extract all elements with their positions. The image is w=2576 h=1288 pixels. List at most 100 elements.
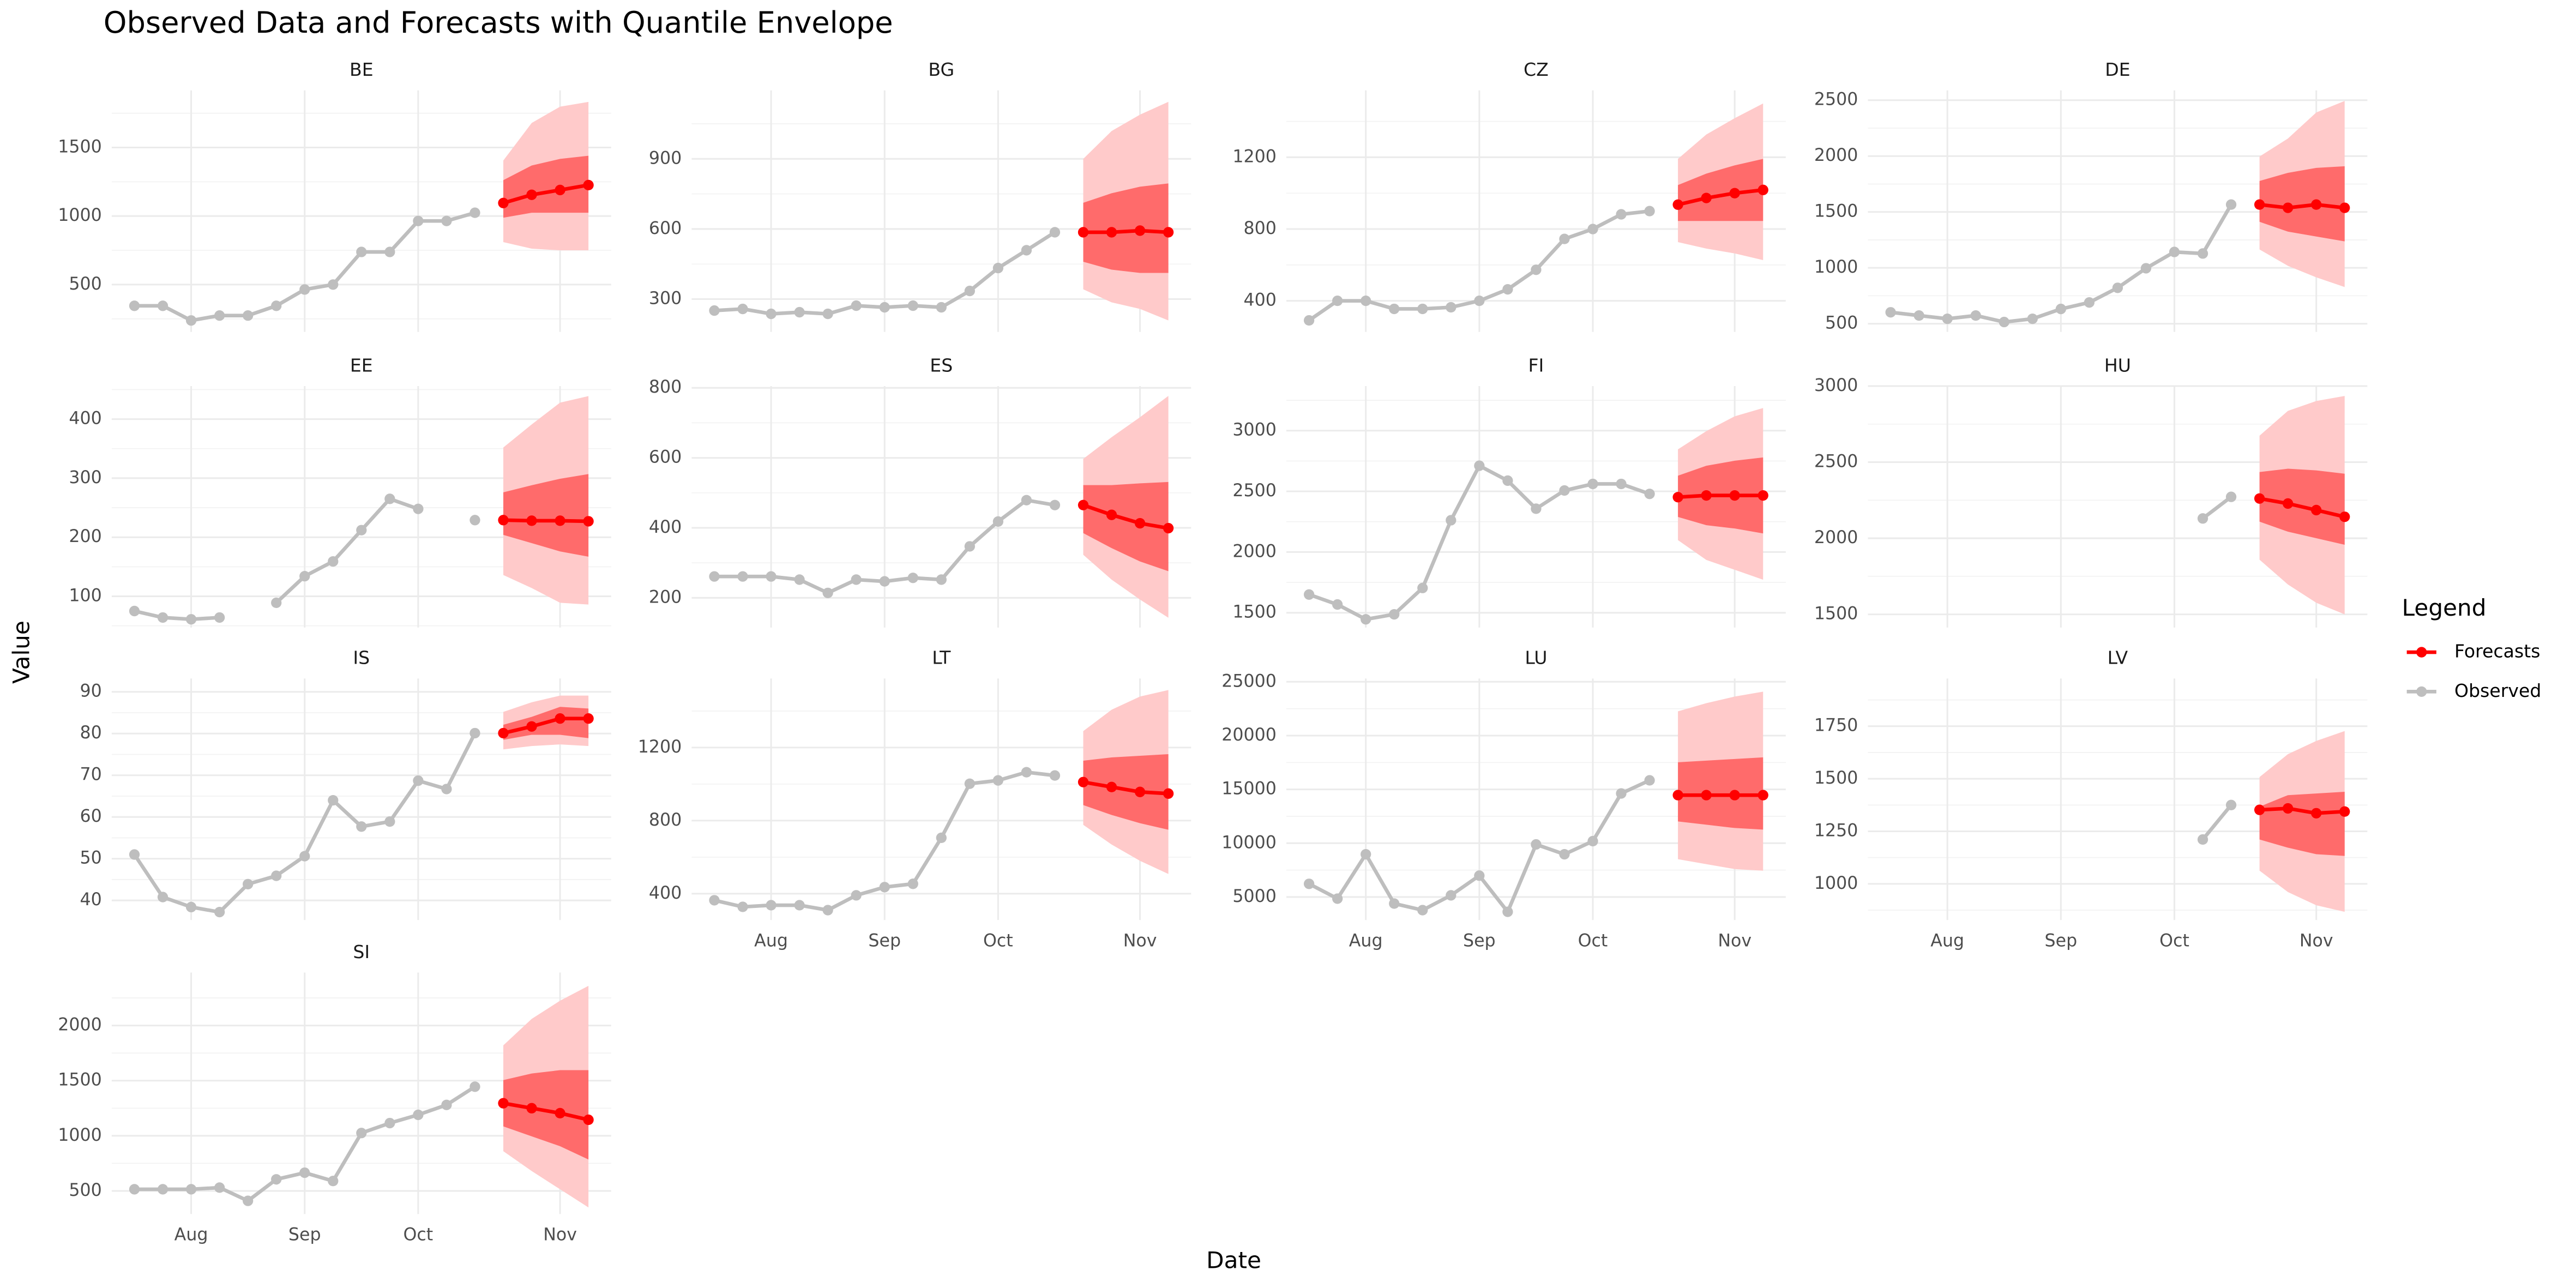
observed-point [1559,485,1570,496]
observed-point [356,525,367,535]
forecast-point [1106,227,1117,238]
y-tick-label: 800 [649,377,682,397]
observed-point [470,727,480,739]
y-tick-label: 500 [69,1181,101,1200]
observed-point [1303,878,1315,889]
observed-point [1361,296,1371,306]
y-tick-label: 1500 [1814,604,1858,624]
observed-point [822,587,833,598]
forecast-point [1729,188,1740,198]
forecast-point [1134,225,1146,236]
x-tick-label: Nov [1123,931,1157,950]
y-tick-label: 15000 [1221,779,1277,799]
observed-point [2225,491,2237,502]
observed-point [129,300,140,311]
observed-point [2225,799,2237,810]
forecast-line [503,518,589,523]
observed-point [1446,515,1456,526]
forecast-point [2283,498,2294,509]
observed-point [737,303,748,315]
forecast-point [583,179,594,191]
observed-point [1913,310,1924,321]
forecast-point [498,727,509,739]
x-axis-title: Date [1206,1247,1261,1273]
observed-point [271,1174,282,1185]
panel-title: SI [353,941,370,962]
observed-point [936,574,947,585]
observed-point [1332,893,1343,904]
forecast-line [2259,202,2345,210]
y-tick-label: 300 [649,289,682,309]
observed-point [1942,313,1953,324]
y-tick-label: 500 [69,274,101,294]
inner-band [1083,482,1169,571]
x-tick-label: Nov [2300,931,2333,950]
observed-point [157,300,168,311]
observed-point [1417,582,1428,593]
observed-point [1644,489,1655,499]
y-tick-label: 400 [649,517,682,537]
observed-point [157,1184,168,1195]
observed-point [709,305,720,316]
legend-key-point [2416,647,2427,658]
observed-point [271,300,282,311]
observed-line [2201,495,2232,520]
inner-band [1083,183,1169,273]
y-tick-label: 1000 [58,1126,101,1145]
x-tick-label: Nov [543,1225,577,1245]
y-tick-label: 1000 [58,206,101,225]
observed-point [737,571,748,582]
forecast-point [1163,522,1174,534]
y-tick-label: 1500 [58,1070,101,1090]
observed-point [794,306,805,318]
y-tick-label: 2000 [1232,541,1276,561]
observed-point [243,1195,254,1206]
forecast-point [2311,808,2322,818]
observed-point [299,284,310,295]
observed-point [851,300,862,311]
forecast-point [1078,777,1089,787]
observed-point [964,778,975,789]
forecast-line [1082,503,1169,530]
observed-point [1531,839,1542,850]
observed-point [879,576,890,587]
observed-point [441,784,452,795]
observed-point [441,1099,452,1110]
observed-point [879,882,890,893]
y-tick-label: 2500 [1814,90,1858,110]
observed-point [470,515,480,526]
observed-point [1446,302,1456,313]
observed-point [441,215,452,226]
x-tick-label: Aug [1930,931,1964,950]
forecast-point [1701,490,1712,501]
forecast-point [1106,509,1117,520]
y-tick-label: 400 [649,883,682,903]
observed-point [851,890,862,901]
observed-point [766,571,777,582]
forecast-point [498,197,509,208]
y-tick-label: 80 [80,723,102,743]
y-tick-label: 25000 [1221,671,1277,691]
y-tick-label: 800 [1244,219,1277,238]
observed-point [879,302,890,313]
x-tick-label: Aug [174,1225,208,1245]
observed-point [2197,248,2208,259]
observed-point [1389,898,1400,909]
observed-point [936,832,947,844]
observed-point [1446,890,1456,901]
observed-point [907,878,918,889]
x-tick-label: Oct [1578,931,1608,950]
y-tick-label: 100 [69,586,101,605]
y-tick-label: 1500 [1814,768,1858,788]
observed-point [129,849,140,860]
observed-point [243,878,254,890]
observed-point [1502,475,1513,486]
y-tick-label: 1200 [1232,147,1276,166]
forecast-point [555,713,565,724]
forecast-point [583,516,594,527]
x-tick-label: Sep [288,1225,321,1245]
y-tick-label: 2000 [58,1015,101,1035]
x-tick-label: Sep [868,931,901,950]
forecast-point [1672,790,1683,801]
observed-point [2197,513,2208,524]
